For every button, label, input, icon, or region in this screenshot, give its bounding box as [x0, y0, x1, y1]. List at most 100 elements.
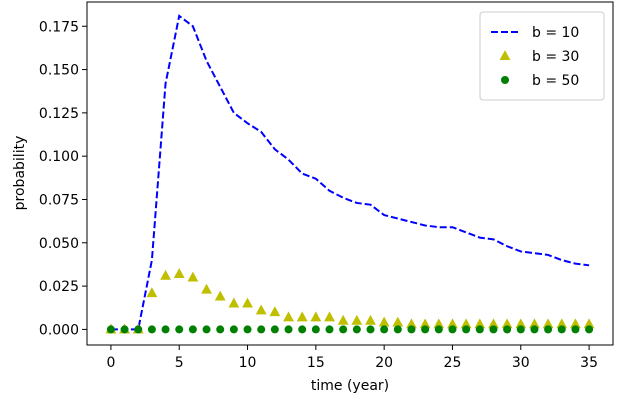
- circle-marker: [106, 325, 115, 334]
- circle-marker: [530, 325, 539, 334]
- triangle-marker: [392, 316, 404, 327]
- triangle-marker: [242, 297, 253, 308]
- triangle-marker: [515, 318, 527, 329]
- triangle-marker: [146, 287, 158, 298]
- x-tick-label: 30: [512, 355, 530, 371]
- triangle-marker: [406, 318, 417, 329]
- triangle-marker: [488, 318, 499, 329]
- circle-marker: [147, 325, 156, 334]
- x-tick-label: 20: [375, 355, 393, 371]
- circle-marker: [407, 325, 416, 334]
- legend-swatch-b30: [499, 50, 511, 61]
- circle-marker: [585, 325, 594, 334]
- circle-marker: [243, 325, 252, 334]
- triangle-marker: [351, 314, 363, 325]
- x-tick-label: 15: [307, 355, 325, 371]
- circle-marker: [448, 325, 457, 334]
- circle-marker: [188, 325, 197, 334]
- circle-marker: [175, 325, 184, 334]
- circle-marker: [557, 325, 566, 334]
- circle-marker: [366, 325, 375, 334]
- circle-marker: [270, 325, 279, 334]
- circle-marker: [571, 325, 580, 334]
- triangle-marker: [570, 318, 581, 329]
- x-tick-label: 35: [580, 355, 598, 371]
- triangle-marker: [296, 311, 308, 322]
- triangle-marker: [433, 318, 445, 329]
- circle-marker: [503, 325, 512, 334]
- triangle-marker: [310, 311, 322, 322]
- triangle-marker: [337, 314, 349, 325]
- circle-marker: [325, 325, 334, 334]
- series-layer: [105, 14, 595, 334]
- triangle-marker: [173, 268, 185, 279]
- circle-marker: [229, 325, 238, 334]
- circle-marker: [311, 325, 320, 334]
- x-axis-ticks: 0 5 10 15 20 25 30 35: [106, 345, 598, 371]
- circle-marker: [475, 325, 484, 334]
- circle-marker: [284, 325, 293, 334]
- triangle-marker: [365, 314, 376, 325]
- circle-marker: [489, 325, 498, 334]
- x-axis-label: time (year): [311, 378, 389, 394]
- triangle-marker: [378, 316, 390, 327]
- circle-marker: [516, 325, 525, 334]
- plot-frame: [86, 1, 614, 346]
- triangle-marker: [255, 304, 267, 315]
- circle-marker: [380, 325, 389, 334]
- x-tick-label: 0: [106, 355, 115, 371]
- circle-marker: [257, 325, 266, 334]
- circle-marker: [434, 325, 443, 334]
- x-tick-label: 5: [175, 355, 184, 371]
- x-tick-label: 10: [239, 355, 257, 371]
- circle-marker: [544, 325, 553, 334]
- y-axis-label: probability: [12, 136, 28, 211]
- y-tick-label: 0.175: [39, 19, 79, 35]
- triangle-marker: [529, 318, 540, 329]
- triangle-marker: [583, 318, 595, 329]
- legend-label: b = 50: [532, 73, 579, 89]
- circle-marker: [339, 325, 348, 334]
- y-tick-label: 0.000: [39, 322, 79, 338]
- y-tick-label: 0.125: [39, 106, 79, 122]
- circle-marker: [134, 325, 143, 334]
- triangle-marker: [187, 271, 199, 282]
- circle-marker: [161, 325, 170, 334]
- circle-marker: [298, 325, 307, 334]
- circle-marker: [421, 325, 430, 334]
- triangle-marker: [228, 297, 240, 308]
- x-tick-label: 25: [444, 355, 462, 371]
- circle-marker: [202, 325, 211, 334]
- y-tick-label: 0.025: [39, 279, 79, 295]
- triangle-marker: [214, 290, 226, 301]
- legend-swatch-b50: [501, 76, 509, 84]
- circle-marker: [352, 325, 361, 334]
- y-tick-label: 0.100: [39, 149, 79, 165]
- triangle-marker: [419, 318, 431, 329]
- legend-label: b = 30: [532, 49, 579, 65]
- legend: b = 10 b = 30 b = 50: [479, 11, 605, 101]
- triangle-marker: [501, 318, 513, 329]
- triangle-marker: [447, 318, 458, 329]
- circle-marker: [393, 325, 402, 334]
- triangle-marker: [201, 283, 212, 294]
- y-tick-label: 0.050: [39, 236, 79, 252]
- y-tick-label: 0.150: [39, 63, 79, 79]
- series-line-b10: [110, 14, 590, 331]
- y-axis-ticks: 0.000 0.025 0.050 0.075 0.100 0.125 0.150 0.175: [39, 19, 87, 338]
- circle-marker: [216, 325, 225, 334]
- triangle-marker: [324, 311, 335, 322]
- triangle-marker: [160, 269, 171, 280]
- triangle-marker: [283, 311, 294, 322]
- triangle-marker: [474, 318, 486, 329]
- triangle-marker: [542, 318, 554, 329]
- triangle-marker: [556, 318, 568, 329]
- legend-label: b = 10: [532, 25, 579, 41]
- triangle-marker: [460, 318, 472, 329]
- circle-marker: [120, 325, 129, 334]
- triangle-marker: [269, 306, 281, 317]
- circle-marker: [462, 325, 471, 334]
- legend-box: [479, 11, 605, 101]
- y-tick-label: 0.075: [39, 192, 79, 208]
